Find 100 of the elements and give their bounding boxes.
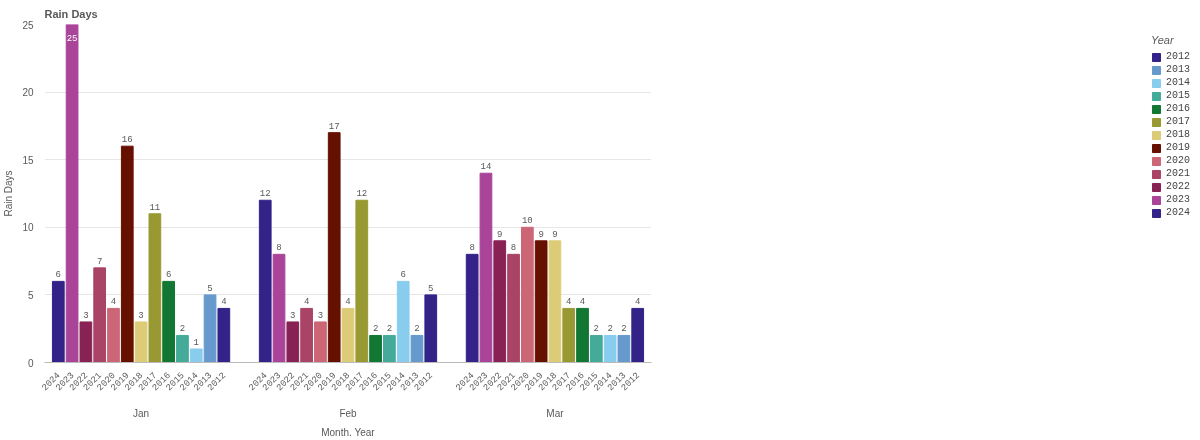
data-label: 3 <box>317 310 324 321</box>
legend-label: 2022 <box>1165 181 1190 192</box>
bar <box>507 253 520 363</box>
bar <box>396 280 410 363</box>
data-label: 6 <box>400 270 406 281</box>
data-label: 4 <box>566 297 572 308</box>
data-label: 6 <box>165 270 172 281</box>
data-label: 3 <box>83 310 89 321</box>
y-tick-label: 25 <box>22 19 34 31</box>
legend-label: 2024 <box>1165 207 1190 218</box>
data-label: 4 <box>303 297 310 308</box>
bar <box>410 334 424 363</box>
y-tick-label: 10 <box>22 222 34 234</box>
data-label: 12 <box>356 189 368 200</box>
data-label: 9 <box>538 229 544 240</box>
bar <box>65 24 79 363</box>
data-label: 2 <box>593 324 600 335</box>
data-label: 2 <box>607 324 613 335</box>
legend-label: 2016 <box>1165 103 1190 114</box>
bar <box>176 334 189 363</box>
bar <box>134 321 148 363</box>
bar <box>355 199 369 363</box>
bar <box>493 240 507 363</box>
data-label: 4 <box>579 297 586 308</box>
bar <box>107 307 120 363</box>
data-label: 3 <box>290 310 296 321</box>
bar <box>148 213 162 363</box>
legend-label: 2013 <box>1165 64 1190 75</box>
bar <box>258 199 272 363</box>
legend-label: 2012 <box>1165 51 1190 62</box>
data-label: 11 <box>149 202 161 213</box>
data-label: 17 <box>328 121 340 132</box>
data-label: 4 <box>345 297 351 308</box>
bar <box>617 334 631 363</box>
data-label: 4 <box>110 297 117 308</box>
data-label: 8 <box>469 243 475 254</box>
bar <box>631 307 645 363</box>
bar <box>603 334 617 363</box>
data-label: 2 <box>386 324 393 335</box>
data-label: 2 <box>179 324 186 335</box>
bar <box>203 294 217 363</box>
bar <box>424 294 438 363</box>
bar <box>465 253 479 363</box>
data-label: 10 <box>521 216 533 227</box>
data-label: 12 <box>259 189 271 200</box>
data-label: 2 <box>414 324 420 335</box>
data-label: 5 <box>428 283 434 294</box>
data-label: 2 <box>372 324 379 335</box>
y-tick-label: 15 <box>22 154 34 166</box>
bar <box>286 321 300 363</box>
bar <box>562 307 576 363</box>
bar <box>189 348 203 363</box>
bar <box>314 321 327 363</box>
legend-label: 2023 <box>1165 194 1190 205</box>
bar <box>548 240 562 363</box>
bar <box>120 145 134 363</box>
bar <box>162 280 176 363</box>
y-tick-label: 0 <box>27 357 34 369</box>
bar <box>272 253 286 363</box>
data-label: 3 <box>138 310 144 321</box>
bar <box>576 307 589 363</box>
bar <box>383 334 396 363</box>
bar <box>520 226 534 363</box>
data-label: 1 <box>193 337 199 348</box>
legend-label: 2017 <box>1165 116 1190 127</box>
data-label: 14 <box>480 162 492 173</box>
legend-title: Year <box>1150 34 1175 46</box>
data-label: 2 <box>621 324 627 335</box>
bar <box>589 334 603 363</box>
bar <box>300 307 313 363</box>
bar <box>534 240 548 363</box>
chart-title: Rain Days <box>44 7 98 20</box>
bar <box>79 321 93 363</box>
data-label: 4 <box>221 297 227 308</box>
legend-label: 2021 <box>1165 168 1190 179</box>
bar <box>479 172 493 363</box>
x-axis-title: Month. Year <box>321 426 376 438</box>
data-label: 5 <box>207 283 213 294</box>
legend-label: 2019 <box>1165 142 1190 153</box>
data-label: 16 <box>121 135 133 146</box>
bar <box>93 267 107 363</box>
bar <box>327 132 341 363</box>
data-label: 7 <box>96 256 103 267</box>
bar <box>341 307 355 363</box>
bar <box>369 334 382 363</box>
y-tick-label: 20 <box>22 87 34 99</box>
x-tick-label: Jan <box>133 407 150 419</box>
legend-label: 2015 <box>1165 90 1190 101</box>
x-tick-label: Feb <box>339 407 358 419</box>
y-axis-title: Rain Days <box>3 170 15 217</box>
legend-label: 2018 <box>1165 129 1190 140</box>
data-label: 4 <box>635 297 641 308</box>
data-label: 9 <box>497 229 503 240</box>
bar <box>217 307 231 363</box>
legend-label: 2020 <box>1165 155 1190 166</box>
legend-label: 2014 <box>1165 77 1190 88</box>
data-label: 8 <box>510 243 517 254</box>
data-label: 25 <box>66 34 78 45</box>
data-label: 9 <box>552 229 558 240</box>
y-tick-label: 5 <box>27 289 34 301</box>
